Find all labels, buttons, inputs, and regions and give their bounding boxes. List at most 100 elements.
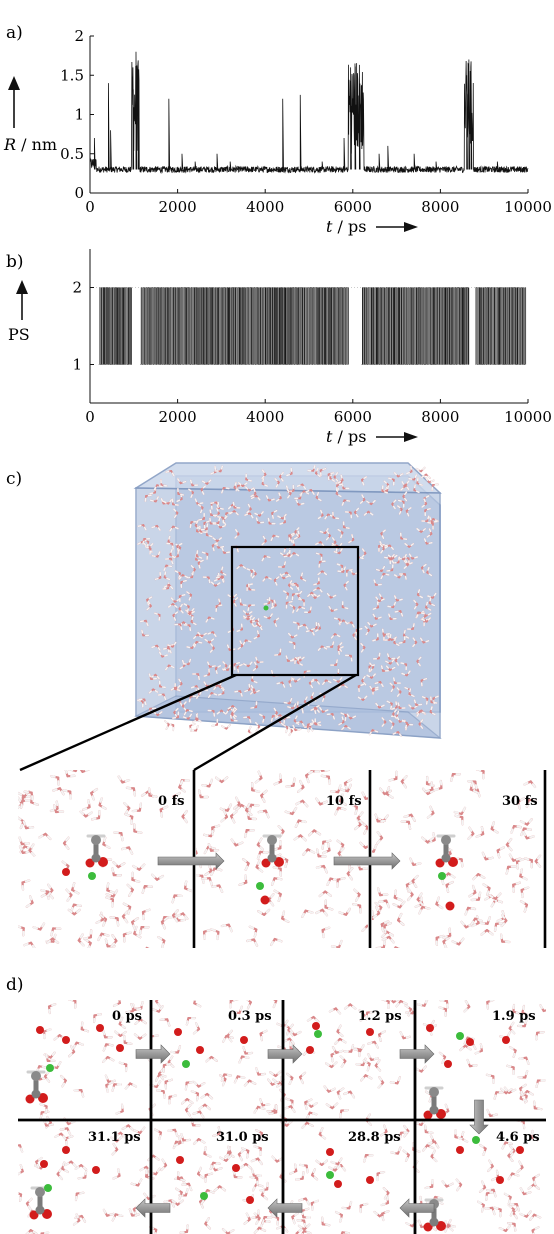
- water-hydrogen: [194, 498, 198, 503]
- water-hydrogen: [315, 552, 320, 555]
- water-hydrogen: [364, 695, 368, 699]
- water-hydrogen: [344, 621, 349, 625]
- chart-a-xlabel-var: t: [326, 217, 333, 236]
- water-hydrogen: [180, 1133, 184, 1139]
- water-hydrogen: [414, 875, 419, 880]
- water-hydrogen: [412, 816, 416, 822]
- water-hydrogen: [202, 485, 207, 489]
- water-hydrogen: [354, 809, 358, 815]
- water-hydrogen: [205, 1058, 210, 1063]
- water-hydrogen: [337, 528, 342, 532]
- water-hydrogen: [213, 1187, 219, 1192]
- water-hydrogen: [516, 1168, 522, 1173]
- water-hydrogen: [247, 1165, 252, 1170]
- water-hydrogen: [143, 526, 147, 531]
- water-hydrogen: [308, 831, 313, 837]
- water-hydrogen: [220, 465, 224, 470]
- water-hydrogen: [326, 880, 330, 886]
- water-hydrogen: [383, 939, 386, 946]
- water-hydrogen: [288, 641, 293, 644]
- water-hydrogen: [352, 715, 357, 719]
- water-hydrogen: [427, 612, 432, 616]
- water-hydrogen: [274, 581, 278, 586]
- water-hydrogen: [261, 469, 265, 474]
- water-hydrogen: [262, 535, 266, 540]
- water-hydrogen: [415, 1149, 421, 1153]
- water-hydrogen: [232, 709, 237, 714]
- water-hydrogen: [320, 509, 323, 514]
- water-hydrogen: [258, 1160, 263, 1165]
- water-hydrogen: [429, 1145, 435, 1149]
- water-hydrogen: [381, 1030, 386, 1034]
- water-hydrogen: [355, 896, 359, 902]
- water-hydrogen: [282, 910, 285, 917]
- water-hydrogen: [235, 806, 241, 811]
- proton: [182, 1060, 190, 1068]
- water-hydrogen: [249, 615, 253, 619]
- water-hydrogen: [216, 868, 223, 872]
- water-hydrogen: [117, 775, 122, 781]
- water-hydrogen: [57, 1061, 62, 1067]
- water-hydrogen: [60, 790, 65, 796]
- water-hydrogen: [303, 1222, 307, 1229]
- proton: [46, 1064, 54, 1072]
- water-hydrogen: [398, 1146, 402, 1152]
- water-hydrogen: [441, 1058, 445, 1064]
- water-hydrogen: [408, 824, 412, 830]
- water-hydrogen: [348, 783, 352, 789]
- water-hydrogen: [187, 1104, 192, 1109]
- water-hydrogen: [380, 1203, 386, 1207]
- water-hydrogen: [410, 543, 415, 547]
- water-hydrogen: [170, 597, 174, 601]
- water-hydrogen: [403, 775, 408, 780]
- water-hydrogen: [169, 1055, 174, 1061]
- water-hydrogen: [507, 1031, 511, 1037]
- panel-c-solutes: [62, 834, 458, 911]
- water-hydrogen: [312, 1112, 318, 1116]
- water-hydrogen: [296, 608, 299, 613]
- water-hydrogen: [227, 630, 232, 633]
- water-hydrogen: [102, 1058, 107, 1063]
- water-hydrogen: [500, 933, 503, 940]
- water-hydrogen: [285, 729, 288, 734]
- water-hydrogen: [436, 896, 440, 902]
- water-hydrogen: [140, 1001, 144, 1007]
- water-hydrogen: [280, 722, 285, 726]
- water-hydrogen: [81, 1092, 85, 1098]
- water-hydrogen: [301, 1124, 306, 1129]
- water-hydrogen: [139, 802, 142, 809]
- water-hydrogen: [310, 684, 314, 689]
- water-hydrogen: [276, 853, 282, 857]
- water-hydrogen: [390, 1000, 393, 1001]
- water-hydrogen: [426, 814, 432, 819]
- water-hydrogen: [189, 479, 193, 484]
- water-hydrogen: [387, 554, 392, 558]
- water-hydrogen: [347, 778, 353, 783]
- water-bond: [273, 1000, 278, 1002]
- water-hydrogen: [163, 585, 168, 588]
- water-hydrogen: [82, 1166, 88, 1171]
- water-hydrogen: [283, 590, 287, 594]
- water-hydrogen: [184, 880, 188, 886]
- water-hydrogen: [156, 496, 159, 500]
- water-hydrogen: [157, 936, 163, 940]
- water-hydrogen: [258, 868, 264, 873]
- water-hydrogen: [113, 1003, 118, 1007]
- water-hydrogen: [186, 608, 189, 613]
- water-hydrogen: [62, 789, 68, 792]
- water-hydrogen: [424, 789, 431, 793]
- water-hydrogen: [286, 1030, 290, 1036]
- water-hydrogen: [373, 1211, 379, 1216]
- water-hydrogen: [301, 820, 307, 823]
- water-hydrogen: [320, 1127, 324, 1133]
- water-hydrogen: [53, 1036, 59, 1041]
- water-hydrogen: [510, 1021, 515, 1027]
- water-hydrogen: [206, 1217, 210, 1222]
- solute-oxygen: [261, 858, 271, 868]
- water-hydrogen: [507, 1175, 512, 1181]
- water-hydrogen: [253, 931, 257, 938]
- water-hydrogen: [27, 1205, 32, 1211]
- water-hydrogen: [195, 520, 199, 524]
- water-hydrogen: [223, 521, 227, 526]
- water-hydrogen: [476, 770, 482, 772]
